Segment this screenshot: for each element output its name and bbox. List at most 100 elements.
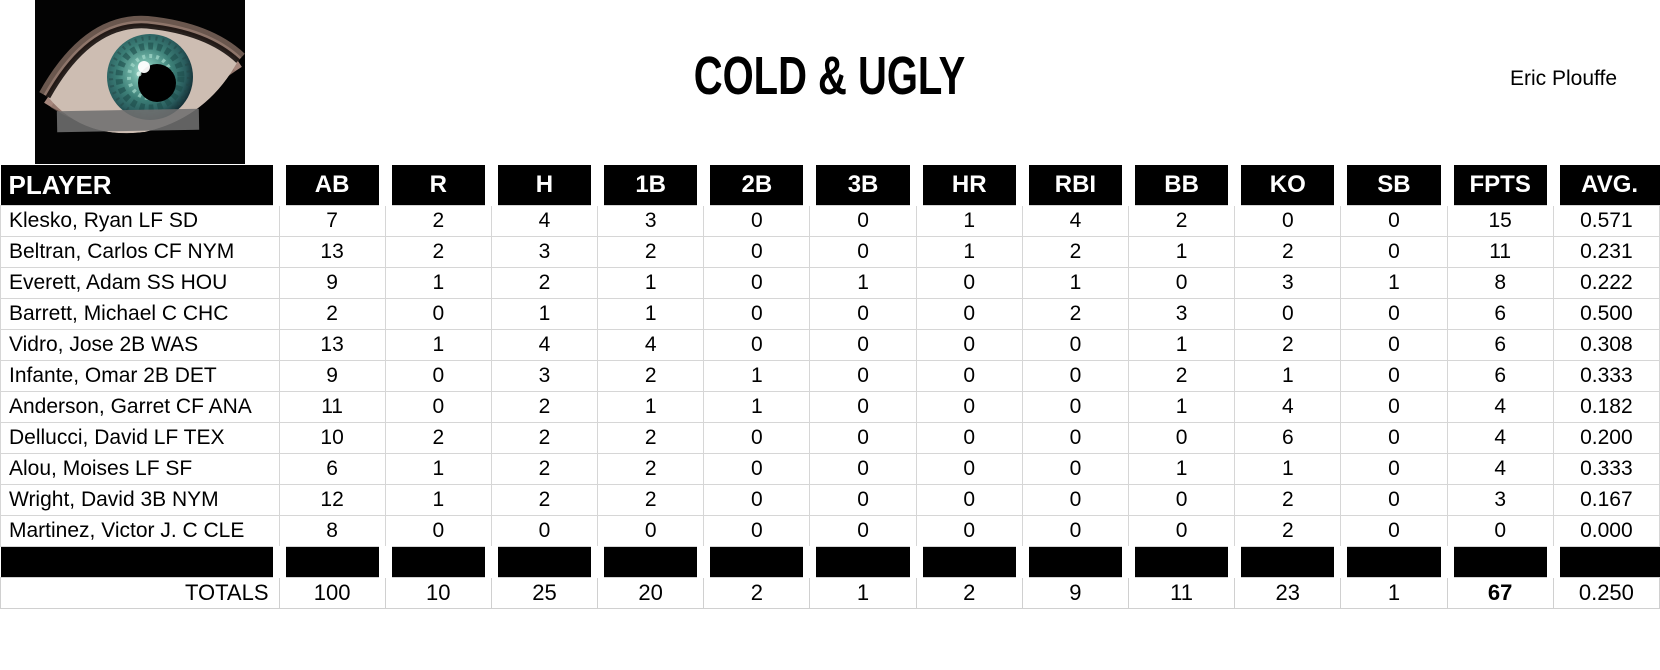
stat-cell: 0	[1340, 236, 1448, 268]
stat-cell: 0	[1340, 298, 1448, 330]
stat-cell: 3	[1446, 484, 1554, 516]
stat-cell: 6	[1446, 298, 1554, 330]
stat-cell: 2	[1234, 329, 1342, 361]
stat-cell: 0	[915, 267, 1023, 299]
separator-cell	[1546, 546, 1660, 578]
stat-cell: 6	[1446, 360, 1554, 392]
column-header-ko: KO	[1228, 165, 1341, 206]
stat-cell: 13	[278, 329, 386, 361]
stat-cell: 2	[1234, 484, 1342, 516]
stat-cell: 1	[1127, 391, 1236, 423]
player-name-cell: Martinez, Victor J. C CLE	[0, 515, 280, 547]
stat-cell: 2	[1127, 205, 1236, 237]
stat-cell: 0	[915, 360, 1023, 392]
player-name-cell: Wright, David 3B NYM	[0, 484, 280, 516]
stat-cell: 1	[1127, 329, 1236, 361]
stat-cell: 0	[809, 422, 917, 454]
column-header-3b: 3B	[803, 165, 917, 206]
stat-cell: 0	[1021, 422, 1130, 454]
stat-cell: 0	[915, 329, 1023, 361]
table-row: Martinez, Victor J. C CLE 8 0 0 0 0 0 0 0 0 2 0 0 0.0…	[0, 515, 1660, 547]
separator-cell	[378, 546, 492, 578]
totals-cell: 20	[597, 577, 705, 609]
player-name-cell: Klesko, Ryan LF SD	[0, 205, 280, 237]
column-header-h: H	[484, 165, 598, 206]
stat-cell: 0	[809, 515, 917, 547]
column-header-bb: BB	[1121, 165, 1235, 206]
separator-cell	[909, 546, 1023, 578]
stat-cell: 2	[1127, 360, 1236, 392]
stat-cell: 3	[1234, 267, 1342, 299]
stat-cell: 4	[1446, 453, 1554, 485]
stat-cell: 2	[1021, 298, 1130, 330]
stat-cell: 0	[490, 515, 599, 547]
stat-cell: 3	[490, 236, 599, 268]
table-row: Alou, Moises LF SF 6 1 2 2 0 0 0 0 1 1 0 4 0.333	[0, 453, 1660, 485]
stat-cell: 0	[1234, 205, 1342, 237]
separator-cell	[1334, 546, 1448, 578]
separator-cell	[1440, 546, 1554, 578]
stat-cell: 0.571	[1552, 205, 1660, 237]
table-row: Barrett, Michael C CHC 2 0 1 1 0 0 0 2 3 0 0 6 0.500	[0, 298, 1660, 330]
stat-cell: 1	[384, 267, 492, 299]
stat-cell: 4	[490, 205, 599, 237]
page-title: COLD & UGLY	[0, 48, 1660, 104]
stat-cell: 0	[915, 298, 1023, 330]
table-row: Dellucci, David LF TEX 10 2 2 2 0 0 0 0 0 6 0 4 0.200	[0, 422, 1660, 454]
stat-cell: 2	[597, 453, 705, 485]
table-body: Klesko, Ryan LF SD 7 2 4 3 0 0 1 4 2 0 0 15 0.571 Belt…	[0, 205, 1660, 609]
stat-cell: 0	[915, 422, 1023, 454]
stat-cell: 3	[1127, 298, 1236, 330]
stat-cell: 1	[490, 298, 599, 330]
stat-cell: 0	[1340, 453, 1448, 485]
stats-table: PLAYER AB R H 1B 2B 3B HR RBI BB KO SB FPTS AVG. Kles…	[0, 165, 1660, 609]
stat-cell: 0.000	[1552, 515, 1660, 547]
stat-cell: 1	[597, 391, 705, 423]
stat-cell: 1	[703, 391, 811, 423]
table-row: Infante, Omar 2B DET 9 0 3 2 1 0 0 0 2 1 0 6 0.333	[0, 360, 1660, 392]
column-header-player: PLAYER	[0, 165, 279, 206]
stat-cell: 0	[384, 391, 492, 423]
stat-cell: 0.167	[1552, 484, 1660, 516]
stat-cell: 11	[278, 391, 386, 423]
stat-cell: 1	[1127, 236, 1236, 268]
column-header-rbi: RBI	[1015, 165, 1129, 206]
stat-cell: 0	[703, 205, 811, 237]
totals-cell: 67	[1446, 577, 1554, 609]
separator-cell	[803, 546, 917, 578]
stat-cell: 0.500	[1552, 298, 1660, 330]
stat-cell: 2	[490, 391, 599, 423]
stat-cell: 0.182	[1552, 391, 1660, 423]
stat-cell: 2	[597, 422, 705, 454]
column-header-ab: AB	[272, 165, 386, 206]
stat-cell: 4	[1446, 422, 1554, 454]
stat-cell: 2	[384, 422, 492, 454]
stat-cell: 1	[597, 298, 705, 330]
totals-label: TOTALS	[0, 577, 280, 609]
totals-cell: 1	[809, 577, 917, 609]
stat-cell: 3	[597, 205, 705, 237]
stat-cell: 1	[384, 453, 492, 485]
separator-cell	[272, 546, 386, 578]
totals-cell: 25	[490, 577, 599, 609]
stat-cell: 0	[809, 329, 917, 361]
stat-cell: 2	[597, 236, 705, 268]
stat-cell: 0	[384, 360, 492, 392]
stat-cell: 0.308	[1552, 329, 1660, 361]
totals-cell: 2	[915, 577, 1023, 609]
player-name-cell: Anderson, Garret CF ANA	[0, 391, 280, 423]
stat-cell: 6	[1234, 422, 1342, 454]
stat-cell: 1	[1234, 360, 1342, 392]
player-name-cell: Vidro, Jose 2B WAS	[0, 329, 280, 361]
eye-logo-icon	[35, 0, 245, 164]
stat-cell: 0	[1021, 329, 1130, 361]
stat-cell: 0	[1340, 515, 1448, 547]
stat-cell: 1	[384, 484, 492, 516]
totals-cell: 1	[1340, 577, 1448, 609]
column-header-2b: 2B	[697, 165, 810, 206]
stat-cell: 13	[278, 236, 386, 268]
stat-cell: 0	[1340, 360, 1448, 392]
stat-cell: 0	[1021, 360, 1130, 392]
stat-cell: 0	[703, 422, 811, 454]
